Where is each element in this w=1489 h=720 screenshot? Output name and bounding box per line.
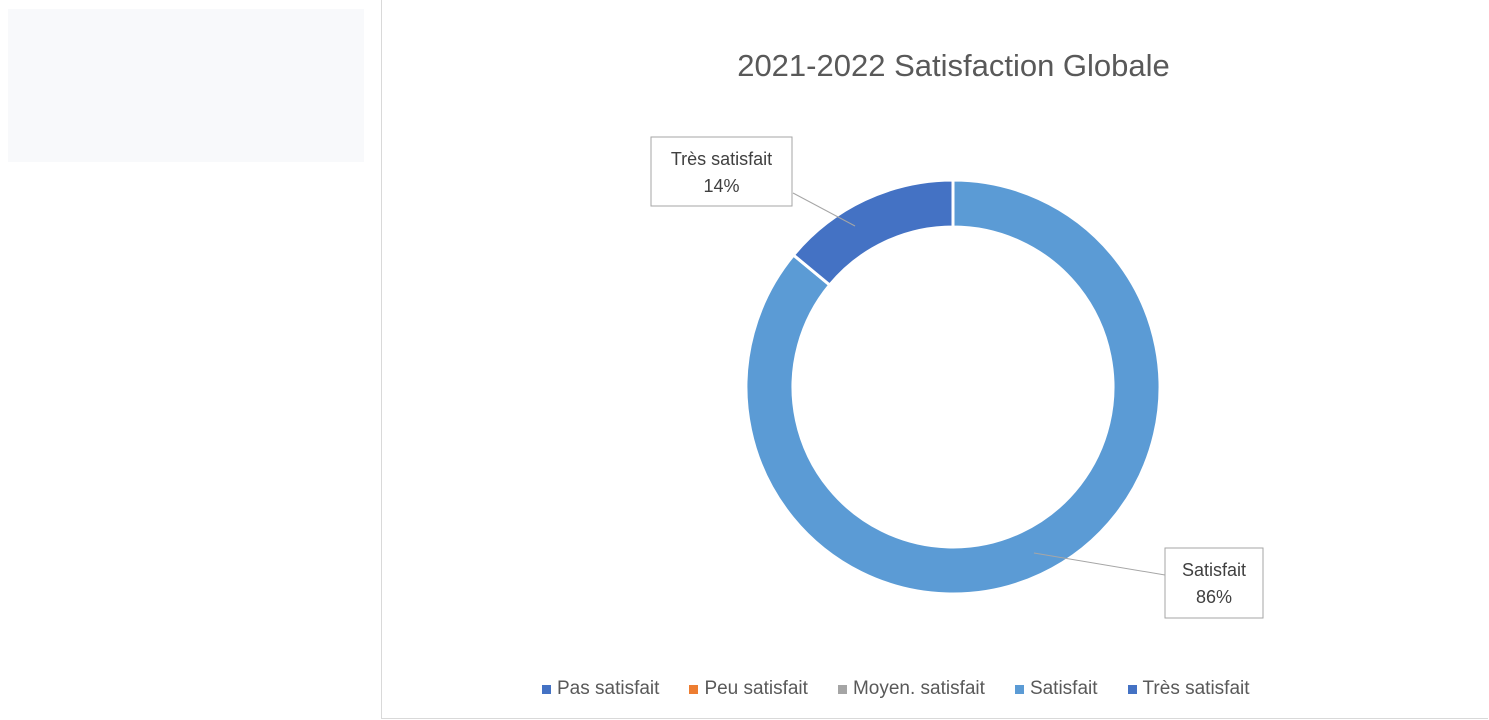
legend-label: Pas satisfait [557,678,660,699]
chart-legend: Pas satisfait Peu satisfait Moyen. satisfa… [542,678,1250,700]
legend-item-satisfait: Satisfait [1014,678,1098,700]
legend-item-pas-satisfait: Pas satisfait [542,678,659,700]
legend-item-peu-satisfait: Peu satisfait [689,678,808,700]
legend-label: Moyen. satisfait [852,678,985,699]
data-label-tr-s-satisfait: Très satisfait 14% [650,136,856,227]
side-panel [8,9,364,162]
chart-title: 2021-2022 Satisfaction Globale [737,48,1170,83]
legend-item-tr-s-satisfait: Très satisfait [1127,678,1250,700]
leader-line [1033,552,1166,576]
slice-satisfait [744,178,1162,596]
legend-label: Peu satisfait [704,678,808,699]
legend-swatch [837,684,847,694]
doughnut-chart: Très satisfait 14% Satisfait 86% [650,136,1264,619]
legend-swatch [1014,684,1024,694]
legend-label: Très satisfait [1142,678,1250,699]
legend-swatch [1127,684,1137,694]
slice-tr-s-satisfait [791,178,955,288]
chart-area: 2021-2022 Satisfaction Globale Très sati… [381,0,1488,719]
label-category: Satisfait [1182,560,1246,580]
label-box [650,136,793,207]
label-box [1164,547,1264,619]
legend-swatch [542,684,551,694]
label-value: 86% [1196,587,1232,607]
legend-item-moyen-satisfait: Moyen. satisfait [837,678,985,700]
leader-line [792,192,856,227]
label-category: Très satisfait [671,149,772,169]
legend-label: Satisfait [1029,678,1098,699]
data-label-satisfait: Satisfait 86% [1033,547,1264,619]
label-value: 14% [703,176,739,196]
legend-swatch [689,684,699,694]
